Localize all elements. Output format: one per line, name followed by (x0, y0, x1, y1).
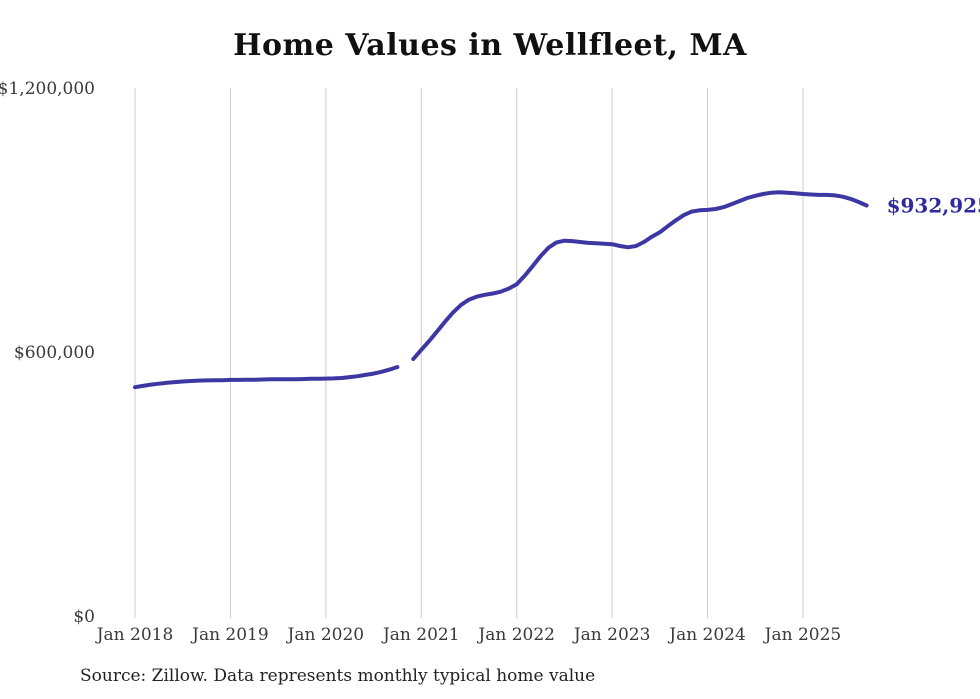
x-tick-label: Jan 2021 (381, 625, 460, 645)
x-tick-label: Jan 2025 (763, 625, 842, 645)
source-note: Source: Zillow. Data represents monthly … (80, 666, 596, 686)
current-value-label: $932,925 (887, 194, 980, 218)
y-tick-label: $600,000 (14, 343, 95, 363)
x-tick-label: Jan 2022 (476, 625, 555, 645)
x-tick-label: Jan 2019 (190, 625, 269, 645)
x-tick-label: Jan 2023 (572, 625, 651, 645)
value-line (133, 190, 869, 390)
y-tick-label: $0 (73, 607, 95, 627)
x-tick-label: Jan 2020 (286, 625, 365, 645)
y-tick-label: $1,200,000 (0, 79, 95, 99)
chart-title: Home Values in Wellfleet, MA (233, 28, 747, 63)
x-tick-label: Jan 2018 (95, 625, 174, 645)
x-tick-label: Jan 2024 (667, 625, 746, 645)
